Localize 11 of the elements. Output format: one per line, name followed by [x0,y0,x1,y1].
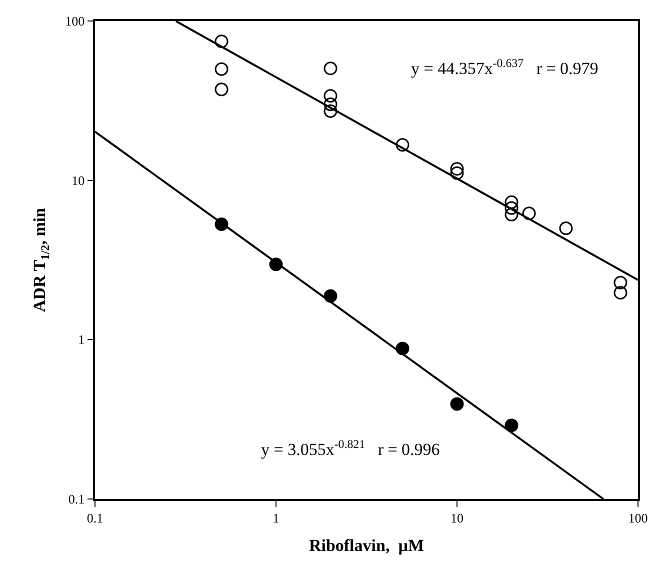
x-tick-label: 1 [272,510,280,526]
y-tick-label: 0.1 [68,492,85,507]
x-tick-label: 0.1 [86,510,104,526]
y-tick-label: 10 [72,172,85,188]
annotation: y = 44.357x$^{-0.637}$ r = 0.979 [411,56,598,78]
x-tick-label: 100 [628,510,648,526]
y-tick-label: 100 [65,14,85,29]
x-tick-label: 10 [450,510,464,526]
x-axis-title: Riboflavin, µM [308,536,424,556]
annotation: y = 3.055x$^{-0.821}$ r = 0.996 [261,437,440,460]
y-tick-label: 1 [78,332,85,348]
